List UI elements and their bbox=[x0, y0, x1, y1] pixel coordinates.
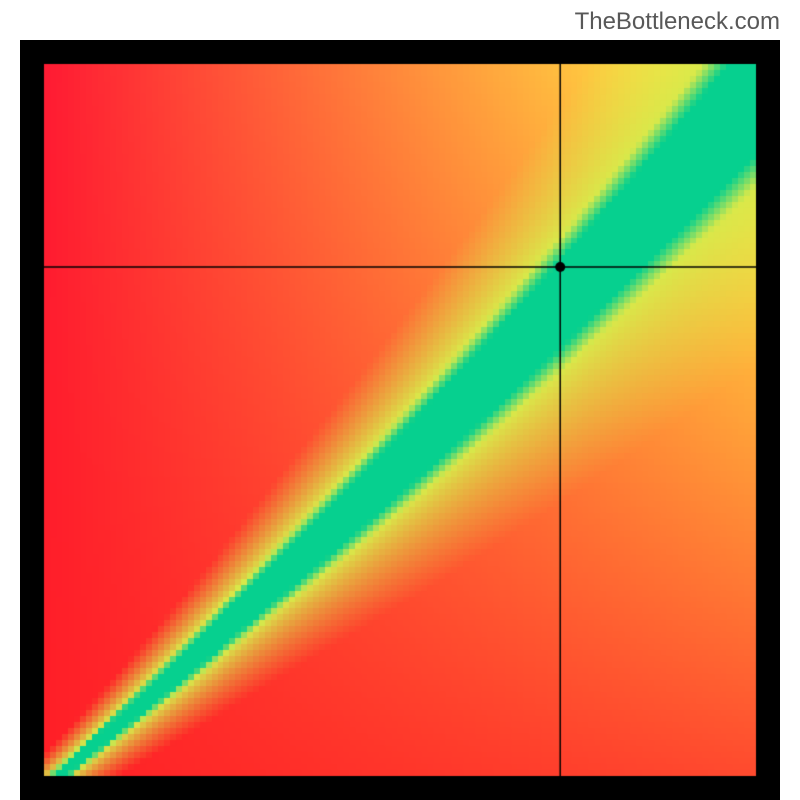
bottleneck-heatmap bbox=[20, 40, 780, 800]
watermark-text: TheBottleneck.com bbox=[575, 8, 780, 36]
chart-container bbox=[20, 40, 780, 800]
